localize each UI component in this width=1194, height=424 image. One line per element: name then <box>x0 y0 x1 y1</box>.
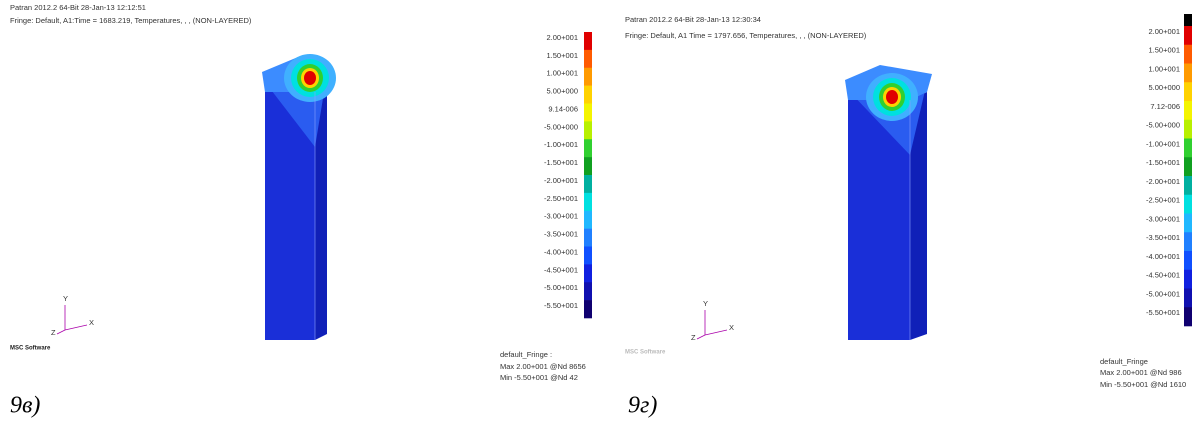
legend-label: -3.00+001 <box>1146 214 1180 223</box>
color-segment <box>1184 139 1192 158</box>
color-segment <box>584 50 592 68</box>
legend-label: -1.00+001 <box>1146 139 1180 148</box>
color-segment <box>1184 195 1192 214</box>
footer-line: Min -5.50+001 @Nd 1610 <box>1100 380 1186 389</box>
color-segment <box>584 282 592 300</box>
axis-z <box>57 330 65 334</box>
color-segment <box>1184 82 1192 101</box>
legend-label: 5.00+000 <box>1149 83 1181 92</box>
color-segment <box>1184 64 1192 83</box>
legend-label: -4.50+001 <box>544 265 578 274</box>
axis-label: Z <box>691 333 696 342</box>
color-segment <box>1184 120 1192 139</box>
color-segment <box>1184 101 1192 120</box>
color-segment <box>1184 176 1192 195</box>
legend-label: -2.00+001 <box>544 176 578 185</box>
legend-label: -4.50+001 <box>1146 271 1180 280</box>
legend-label: -3.50+001 <box>1146 233 1180 242</box>
legend-label: -2.00+001 <box>1146 177 1180 186</box>
color-segment <box>1184 270 1192 289</box>
color-segment <box>584 229 592 247</box>
color-segment <box>1184 307 1192 326</box>
color-segment <box>1184 214 1192 233</box>
caption: 9в) <box>10 393 40 419</box>
axis-label: Y <box>63 294 68 303</box>
footer-line: Max 2.00+001 @Nd 986 <box>1100 368 1182 377</box>
color-segment <box>584 157 592 175</box>
color-segment <box>584 264 592 282</box>
logo: MSC Software <box>625 350 666 356</box>
color-segment <box>584 300 592 318</box>
axis-label: Z <box>51 328 56 337</box>
color-segment <box>584 121 592 139</box>
legend-label: -2.50+001 <box>544 194 578 203</box>
color-segment <box>1184 157 1192 176</box>
footer-line: default_Fringe <box>1100 357 1148 366</box>
legend-label: -3.00+001 <box>544 212 578 221</box>
color-segment <box>584 193 592 211</box>
legend-label: 1.50+001 <box>547 51 579 60</box>
header-line: Patran 2012.2 64-Bit 28-Jan-13 12:12:51 <box>10 3 146 12</box>
contour <box>304 71 316 85</box>
axis-label: X <box>729 323 734 332</box>
color-segment <box>584 32 592 50</box>
axis-z <box>697 335 705 339</box>
color-segment <box>1184 232 1192 251</box>
legend-label: 1.00+001 <box>547 69 579 78</box>
axis-label: X <box>89 318 94 327</box>
axis-x <box>65 325 87 330</box>
caption: 9г) <box>628 393 657 419</box>
color-segment <box>584 247 592 265</box>
panel: Patran 2012.2 64-Bit 28-Jan-13 12:30:34 F… <box>625 14 1192 419</box>
legend-label: -5.50+001 <box>1146 308 1180 317</box>
legend-label: 5.00+000 <box>547 87 579 96</box>
header-line: Patran 2012.2 64-Bit 28-Jan-13 12:30:34 <box>625 15 761 24</box>
axis-label: Y <box>703 299 708 308</box>
legend-label: -5.00+000 <box>544 122 578 131</box>
color-segment <box>584 68 592 86</box>
color-segment <box>584 175 592 193</box>
footer-line: Min -5.50+001 @Nd 42 <box>500 373 578 382</box>
legend-label: -5.00+001 <box>544 283 578 292</box>
axis-x <box>705 330 727 335</box>
footer-line: default_Fringe : <box>500 350 552 359</box>
legend-label: -5.00+000 <box>1146 121 1180 130</box>
legend-label: 9.14-006 <box>548 104 578 113</box>
color-segment <box>1184 26 1192 45</box>
legend-label: -1.50+001 <box>544 158 578 167</box>
contour <box>886 90 898 104</box>
legend-label: -5.00+001 <box>1146 289 1180 298</box>
bar-top <box>1184 14 1192 26</box>
color-segment <box>584 211 592 229</box>
color-segment <box>584 139 592 157</box>
legend-label: -4.00+001 <box>1146 252 1180 261</box>
legend-label: -4.00+001 <box>544 247 578 256</box>
header-line: Fringe: Default, A1 Time = 1797.656, Tem… <box>625 31 867 40</box>
legend-label: 2.00+001 <box>1149 27 1181 36</box>
color-segment <box>584 104 592 122</box>
figure: Patran 2012.2 64-Bit 28-Jan-13 12:12:51 F… <box>0 0 1194 424</box>
legend-label: -5.50+001 <box>544 301 578 310</box>
panel: Patran 2012.2 64-Bit 28-Jan-13 12:12:51 F… <box>10 3 592 419</box>
color-segment <box>1184 289 1192 308</box>
legend-label: 1.50+001 <box>1149 46 1181 55</box>
color-segment <box>584 86 592 104</box>
legend-label: 2.00+001 <box>547 33 579 42</box>
legend-label: -1.50+001 <box>1146 158 1180 167</box>
legend-label: 7.12-006 <box>1150 102 1180 111</box>
legend-label: -3.50+001 <box>544 230 578 239</box>
footer-line: Max 2.00+001 @Nd 8656 <box>500 362 586 371</box>
legend-label: 1.00+001 <box>1149 64 1181 73</box>
legend-label: -1.00+001 <box>544 140 578 149</box>
legend-label: -2.50+001 <box>1146 196 1180 205</box>
logo: MSC Software <box>10 346 51 352</box>
color-segment <box>1184 251 1192 270</box>
header-line: Fringe: Default, A1:Time = 1683.219, Tem… <box>10 16 252 25</box>
color-segment <box>1184 45 1192 64</box>
